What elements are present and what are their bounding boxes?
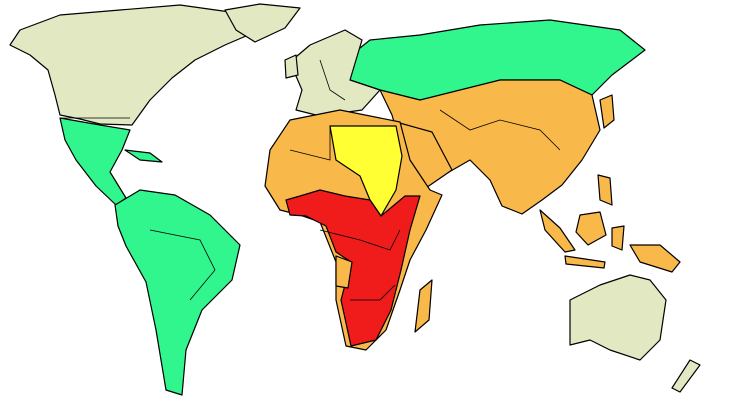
australia — [569, 274, 667, 361]
sub-saharan-africa — [285, 189, 421, 347]
new-zealand — [671, 359, 701, 393]
borders — [319, 229, 401, 251]
north-america — [9, 4, 261, 126]
japan — [599, 94, 615, 129]
south-america — [114, 189, 241, 396]
borneo — [575, 211, 607, 246]
philippines — [597, 174, 613, 206]
borders — [319, 59, 346, 101]
borders — [149, 229, 216, 301]
borders — [350, 284, 396, 301]
borders — [289, 126, 331, 161]
borders — [439, 109, 561, 151]
british-isles — [284, 54, 299, 79]
new-guinea — [629, 244, 681, 273]
sulawesi — [611, 225, 625, 251]
angola — [335, 255, 353, 289]
sumatra — [539, 209, 576, 253]
java — [564, 255, 606, 269]
central-america — [59, 117, 131, 206]
madagascar — [414, 279, 433, 333]
cuba — [124, 149, 163, 163]
greenland — [224, 3, 301, 43]
